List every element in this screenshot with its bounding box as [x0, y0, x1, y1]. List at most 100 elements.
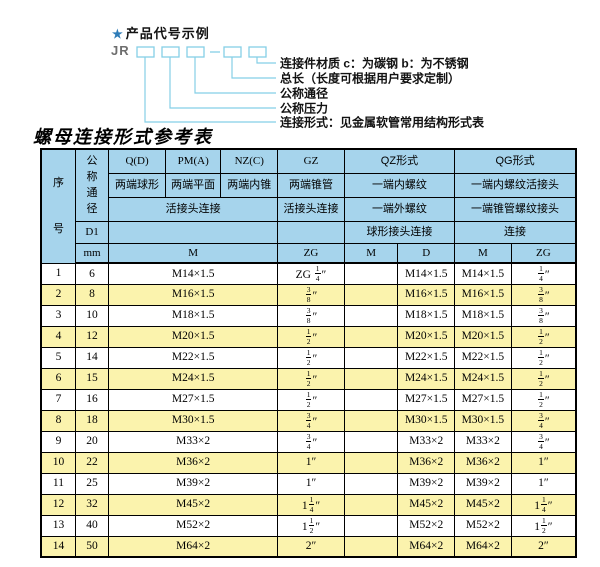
label-length: 总长（长度可根据用户要求定制）: [280, 71, 461, 86]
cell-gz-zg: 3 4 ″: [277, 430, 345, 453]
header-q-sub: 两端球形: [108, 172, 166, 198]
cell-serial: 12: [40, 493, 76, 516]
header-row-3: 活接头连接 活接头连接 一端外螺纹 一端锥管螺纹接头: [41, 196, 577, 222]
cell-dn-mm: 50: [74, 535, 110, 558]
cell-serial: 14: [40, 535, 76, 558]
cell-m-thread: M39×2: [108, 472, 279, 495]
header-col-qg: QG形式: [454, 148, 577, 174]
cell-qg-m: M64×2: [454, 535, 512, 558]
cell-qg-zg: 3 4 ″: [510, 430, 577, 453]
cell-m-thread: M22×1.5: [108, 346, 279, 369]
cell-serial: 10: [40, 451, 76, 474]
cell-qz-m: [343, 472, 399, 495]
cell-qg-m: M36×2: [454, 451, 512, 474]
cell-qg-zg: 1″: [510, 472, 577, 495]
cell-qz-d: M16×1.5: [397, 283, 456, 306]
table-row: 1 6 M14×1.5 ZG 1 4 ″ M14×1.5 M14×1.5 1 4 ″: [40, 262, 577, 285]
table-row: 10 22 M36×2 1″ M36×2 M36×2 1″: [40, 451, 577, 474]
cell-dn-mm: 6: [74, 262, 110, 285]
cell-qg-m: M30×1.5: [454, 409, 512, 432]
cell-qg-m: M16×1.5: [454, 283, 512, 306]
code-box-2: [161, 46, 180, 58]
cell-qg-m: M39×2: [454, 472, 512, 495]
cell-dn-mm: 16: [74, 388, 110, 411]
header-qz-sub2: 一端外螺纹: [343, 196, 456, 222]
cell-m-thread: M64×2: [108, 535, 279, 558]
cell-gz-zg: 3 4 ″: [277, 409, 345, 432]
header-qg-sub2: 一端锥管螺纹接头: [454, 196, 577, 222]
cell-qg-zg: 1 2 ″: [510, 388, 577, 411]
cell-dn-mm: 15: [74, 367, 110, 390]
header-qz-m: M: [343, 242, 399, 264]
header-row-1: 序号 公称通径 Q(D) PM(A) NZ(C) GZ QZ形式 QG形式: [40, 148, 577, 264]
cell-qg-zg: 3 8 ″: [510, 283, 577, 306]
cell-m-thread: M36×2: [108, 451, 279, 474]
header-col-pm: PM(A): [164, 148, 222, 174]
header-gz-sub: 两端锥管: [277, 172, 345, 198]
label-material: 连接件材质 c：为碳钢 b：为不锈钢: [280, 56, 469, 71]
cell-qg-m: M20×1.5: [454, 325, 512, 348]
cell-qg-zg: 1 2 ″: [510, 367, 577, 390]
cell-m-thread: M18×1.5: [108, 304, 279, 327]
cell-m-thread: M24×1.5: [108, 367, 279, 390]
cell-m-thread: M45×2: [108, 493, 279, 516]
cell-qz-d: M14×1.5: [397, 262, 456, 285]
code-prefix: JR: [111, 43, 130, 58]
cell-gz-zg: 3 8 ″: [277, 283, 345, 306]
cell-qg-zg: 2″: [510, 535, 577, 558]
leader-line-pressure: [169, 57, 276, 109]
product-code-diagram: [136, 46, 276, 123]
cell-dn-mm: 32: [74, 493, 110, 516]
cell-qz-d: M33×2: [397, 430, 456, 453]
cell-gz-zg: 3 8 ″: [277, 304, 345, 327]
cell-qz-d: M22×1.5: [397, 346, 456, 369]
header-col-q: Q(D): [108, 148, 166, 174]
header-d1: D1: [74, 220, 110, 244]
cell-qg-m: M24×1.5: [454, 367, 512, 390]
header-qg-m: M: [454, 242, 512, 264]
cell-m-thread: M14×1.5: [108, 262, 279, 285]
cell-qg-m: M22×1.5: [454, 346, 512, 369]
code-box-5: [248, 46, 267, 58]
header-gz-zg: ZG: [277, 242, 345, 264]
cell-qz-m: [343, 451, 399, 474]
cell-qz-m: [343, 430, 399, 453]
cell-serial: 8: [40, 409, 76, 432]
cell-dn-mm: 22: [74, 451, 110, 474]
cell-gz-zg: 1 2 ″: [277, 367, 345, 390]
code-box-1: [136, 46, 155, 58]
cell-serial: 11: [40, 472, 76, 495]
header-row-2: 两端球形 两端平面 两端内锥 两端锥管 一端内螺纹 一端内螺纹活接头: [41, 172, 577, 198]
cell-gz-zg: 1 2 ″: [277, 346, 345, 369]
leader-line-material: [256, 57, 276, 64]
cell-dn-mm: 10: [74, 304, 110, 327]
cell-qg-zg: 3 8 ″: [510, 304, 577, 327]
header-union-connection: 活接头连接: [108, 196, 279, 222]
header-qg-zg: ZG: [510, 242, 577, 264]
cell-qg-m: M52×2: [454, 514, 512, 537]
header-col-nz: NZ(C): [220, 148, 279, 174]
cell-serial: 2: [40, 283, 76, 306]
header-gz-connection: 活接头连接: [277, 196, 345, 222]
cell-m-thread: M27×1.5: [108, 388, 279, 411]
leader-line-diameter: [194, 57, 276, 94]
header-m: M: [108, 242, 279, 264]
cell-dn-mm: 14: [74, 346, 110, 369]
cell-dn-mm: 40: [74, 514, 110, 537]
cell-qg-m: M27×1.5: [454, 388, 512, 411]
leader-line-connection: [144, 57, 276, 123]
code-box-4: [223, 46, 242, 58]
header-nominal-diameter: 公称通径: [74, 148, 110, 222]
cell-qg-m: M14×1.5: [454, 262, 512, 285]
